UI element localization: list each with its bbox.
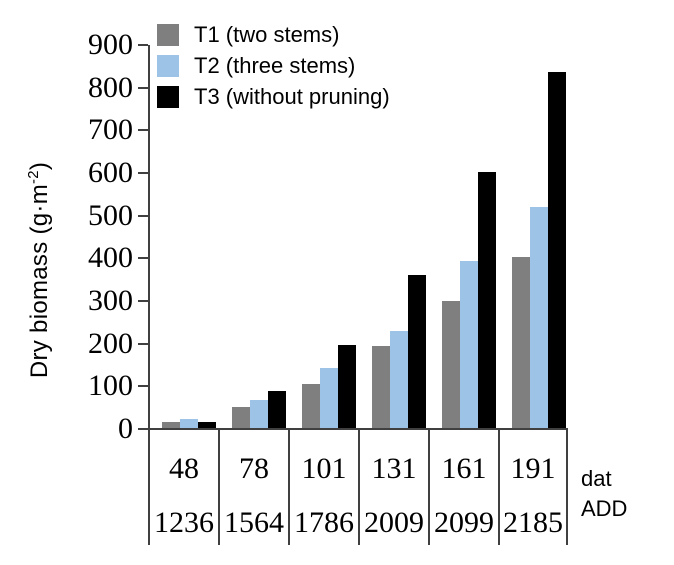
x-axis-row-label-add: ADD <box>581 496 628 521</box>
bar-t2-group5 <box>460 261 478 428</box>
legend-swatch-t2 <box>157 55 179 77</box>
y-axis-tick-400 <box>138 257 148 259</box>
bar-t1-group4 <box>372 346 390 428</box>
x-label-add-2: 1564 <box>224 506 284 539</box>
legend-label-t2: T2 (three stems) <box>194 53 356 78</box>
legend-item-t1: T1 (two stems) <box>157 24 390 46</box>
bar-t3-group1 <box>198 422 216 428</box>
y-axis-tick-label-400: 400 <box>88 241 133 274</box>
bar-t3-group5 <box>478 172 496 428</box>
x-label-dat-2: 78 <box>239 452 269 485</box>
x-label-add-5: 2099 <box>434 506 494 539</box>
bar-t2-group1 <box>180 419 198 428</box>
x-label-dat-5: 161 <box>441 452 487 485</box>
x-axis-row-label-dat: dat <box>581 466 612 491</box>
bar-t2-group6 <box>530 207 548 428</box>
y-axis-tick-600 <box>138 172 148 174</box>
bar-t1-group1 <box>162 422 180 428</box>
y-axis-tick-800 <box>138 87 148 89</box>
bar-t2-group4 <box>390 331 408 428</box>
x-table-cell-6: 191 2185 <box>498 430 568 545</box>
y-axis-tick-0 <box>138 428 148 430</box>
y-axis-tick-label-600: 600 <box>88 156 133 189</box>
y-axis-tick-label-900: 900 <box>88 28 133 61</box>
legend-swatch-t3 <box>157 86 179 108</box>
y-axis-tick-label-100: 100 <box>88 369 133 402</box>
legend-item-t2: T2 (three stems) <box>157 55 390 77</box>
bar-t3-group4 <box>408 275 426 428</box>
legend-label-t1: T1 (two stems) <box>194 22 340 47</box>
x-label-dat-3: 101 <box>301 452 347 485</box>
y-axis-tick-label-800: 800 <box>88 71 133 104</box>
x-table-cell-5: 161 2099 <box>428 430 498 545</box>
x-label-add-1: 1236 <box>154 506 214 539</box>
y-axis-tick-label-300: 300 <box>88 284 133 317</box>
legend-label-t3: T3 (without pruning) <box>194 84 390 109</box>
x-axis-table: 48 1236 78 1564 101 1786 131 2009 161 2099 191 2185 <box>148 430 568 545</box>
y-axis-tick-900 <box>138 44 148 46</box>
bar-t3-group2 <box>268 391 286 428</box>
y-axis-tick-100 <box>138 385 148 387</box>
x-table-cell-3: 101 1786 <box>288 430 358 545</box>
bar-t3-group3 <box>338 345 356 428</box>
y-axis-tick-200 <box>138 343 148 345</box>
x-label-dat-1: 48 <box>169 452 199 485</box>
plot-area <box>148 45 568 430</box>
y-axis-tick-700 <box>138 129 148 131</box>
bar-t2-group2 <box>250 400 268 428</box>
bar-t1-group6 <box>512 257 530 428</box>
y-axis-tick-300 <box>138 300 148 302</box>
legend-swatch-t1 <box>157 24 179 46</box>
x-label-add-4: 2009 <box>364 506 424 539</box>
x-label-dat-4: 131 <box>371 452 417 485</box>
bar-t1-group5 <box>442 301 460 428</box>
x-table-cell-2: 78 1564 <box>218 430 288 545</box>
bar-t1-group3 <box>302 384 320 428</box>
x-label-dat-6: 191 <box>510 452 556 485</box>
y-axis-tick-label-500: 500 <box>88 199 133 232</box>
bar-t3-group6 <box>548 72 566 428</box>
y-axis-tick-label-200: 200 <box>88 327 133 360</box>
x-table-cell-1: 48 1236 <box>148 430 218 545</box>
x-label-add-6: 2185 <box>503 506 563 539</box>
y-axis-tick-label-700: 700 <box>88 113 133 146</box>
bar-t1-group2 <box>232 407 250 428</box>
x-table-cell-4: 131 2009 <box>358 430 428 545</box>
y-axis-tick-500 <box>138 215 148 217</box>
y-axis-tick-label-0: 0 <box>118 412 133 445</box>
bar-t2-group3 <box>320 368 338 428</box>
x-label-add-3: 1786 <box>294 506 354 539</box>
legend: T1 (two stems) T2 (three stems) T3 (withou… <box>157 24 390 117</box>
legend-item-t3: T3 (without pruning) <box>157 86 390 108</box>
